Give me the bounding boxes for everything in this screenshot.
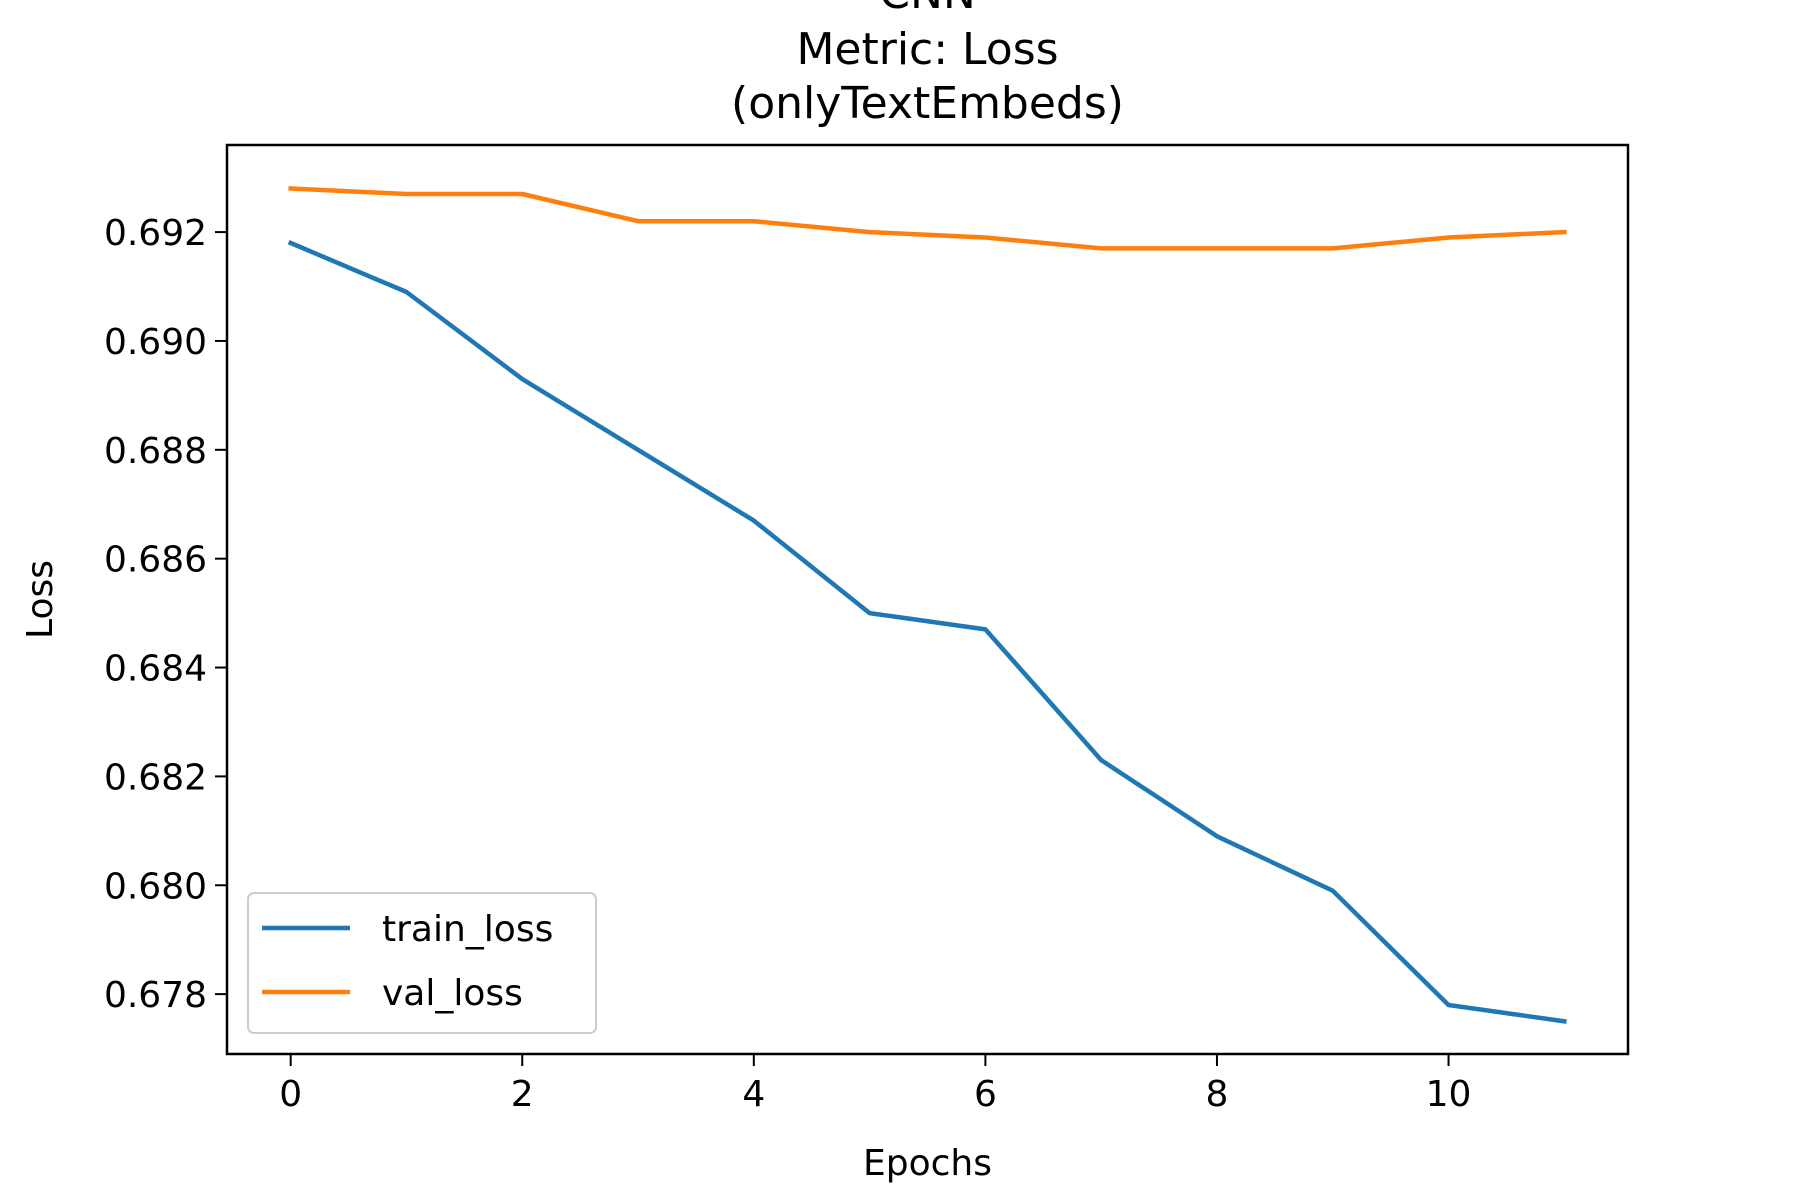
y-tick-label: 0.690	[104, 322, 207, 363]
title-line-1: CNN	[879, 0, 976, 19]
x-tick-label: 0	[279, 1074, 302, 1115]
x-tick-label: 4	[742, 1074, 765, 1115]
y-tick-label: 0.680	[104, 866, 207, 907]
x-axis-ticks: 0 2 4 6 8 10	[279, 1054, 1471, 1115]
y-tick-label: 0.688	[104, 431, 207, 472]
title-line-3: (onlyTextEmbeds)	[731, 78, 1124, 129]
series-line-val-loss	[288, 186, 1567, 251]
title-line-2: Metric: Loss	[796, 24, 1058, 75]
legend: train_loss val_loss	[247, 892, 597, 1034]
y-tick-label: 0.682	[104, 757, 207, 798]
legend-label: train_loss	[382, 909, 553, 950]
series-lines	[287, 186, 1567, 1024]
y-tick-label: 0.678	[104, 975, 207, 1016]
x-tick-label: 8	[1206, 1074, 1229, 1115]
y-axis-label: Loss	[20, 560, 61, 639]
x-tick-label: 2	[511, 1074, 534, 1115]
legend-label: val_loss	[382, 973, 523, 1014]
series-line-train-loss	[287, 240, 1567, 1024]
y-axis-ticks: 0.678 0.680 0.682 0.684 0.686 0.688 0.690 0.692	[104, 213, 227, 1016]
x-tick-label: 10	[1426, 1074, 1472, 1115]
x-tick-label: 6	[974, 1074, 997, 1115]
y-tick-label: 0.686	[104, 540, 207, 581]
y-tick-label: 0.684	[104, 649, 207, 690]
x-axis-label: Epochs	[863, 1143, 992, 1184]
y-tick-label: 0.692	[104, 213, 207, 254]
plot-area-frame	[225, 143, 1630, 1056]
chart-title: CNN Metric: Loss(onlyTextEmbeds)	[731, 0, 1124, 129]
